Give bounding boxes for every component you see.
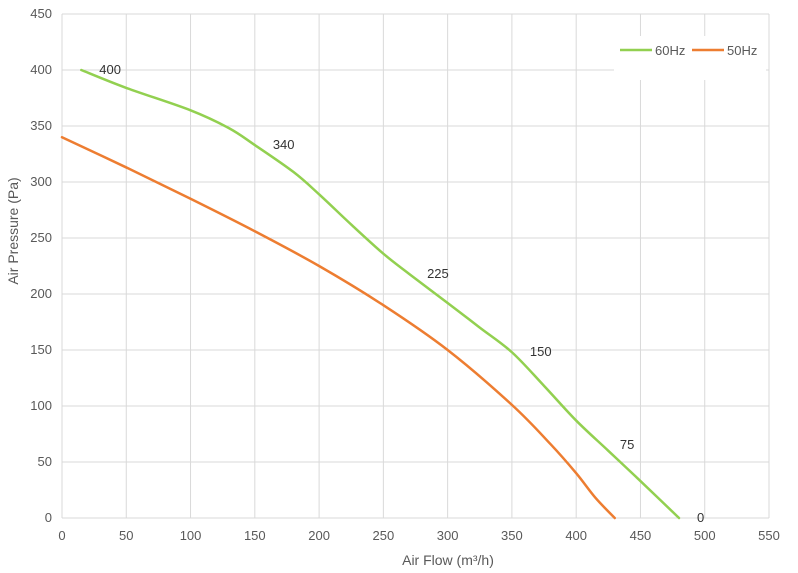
legend-label-60hz: 60Hz [655, 43, 685, 58]
x-tick-label-200: 200 [308, 528, 330, 543]
y-tick-label-250: 250 [30, 230, 52, 245]
x-tick-label-0: 0 [58, 528, 65, 543]
legend-box [614, 36, 766, 80]
y-tick-label-300: 300 [30, 174, 52, 189]
data-label-340: 340 [273, 137, 295, 152]
x-tick-label-350: 350 [501, 528, 523, 543]
y-axis-ticks: 0 50 100 150 200 250 300 350 400 450 [30, 6, 52, 525]
series-lines [60, 68, 681, 520]
series-line-60hz [80, 68, 681, 520]
x-tick-label-150: 150 [244, 528, 266, 543]
data-label-75: 75 [620, 437, 634, 452]
x-tick-label-100: 100 [180, 528, 202, 543]
x-tick-label-500: 500 [694, 528, 716, 543]
x-axis-ticks: 0 50 100 150 200 250 300 350 400 450 500 550 [58, 528, 779, 543]
y-axis-title: Air Pressure (Pa) [5, 177, 21, 284]
grid [61, 13, 770, 519]
y-tick-label-50: 50 [38, 454, 52, 469]
x-tick-label-450: 450 [630, 528, 652, 543]
data-label-0: 0 [697, 510, 704, 525]
y-tick-label-200: 200 [30, 286, 52, 301]
y-tick-label-450: 450 [30, 6, 52, 21]
data-label-150: 150 [530, 344, 552, 359]
y-tick-label-150: 150 [30, 342, 52, 357]
legend: 60Hz 50Hz [614, 36, 766, 80]
data-label-400: 400 [99, 62, 121, 77]
y-tick-label-400: 400 [30, 62, 52, 77]
legend-label-50hz: 50Hz [727, 43, 757, 58]
x-tick-label-550: 550 [758, 528, 780, 543]
x-tick-label-250: 250 [373, 528, 395, 543]
data-label-225: 225 [427, 266, 449, 281]
x-tick-label-400: 400 [565, 528, 587, 543]
data-labels: 400 340 225 150 75 0 [99, 62, 704, 525]
x-tick-label-50: 50 [119, 528, 133, 543]
x-tick-label-300: 300 [437, 528, 459, 543]
y-tick-label-100: 100 [30, 398, 52, 413]
y-tick-label-0: 0 [45, 510, 52, 525]
y-tick-label-350: 350 [30, 118, 52, 133]
series-line-50hz [60, 135, 616, 520]
x-axis-title: Air Flow (m³/h) [402, 552, 494, 568]
